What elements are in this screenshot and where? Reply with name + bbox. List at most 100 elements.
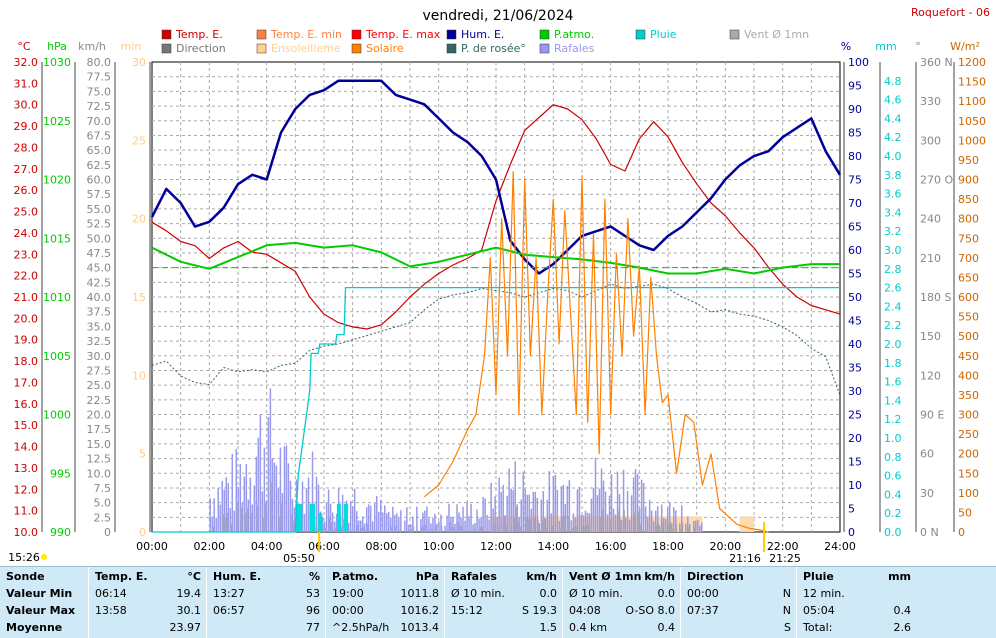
wind-tick-label: 45.0 bbox=[87, 262, 112, 275]
rain-tick-label: 1.8 bbox=[884, 357, 902, 370]
legend-label: Ensoleilleme bbox=[271, 42, 341, 55]
humidity-tick-label: 0 bbox=[848, 526, 855, 539]
solar-tick-label: 1150 bbox=[958, 76, 986, 89]
wind-tick-label: 20.0 bbox=[87, 409, 112, 422]
rain-bar bbox=[311, 503, 316, 532]
humidity-tick-label: 40 bbox=[848, 338, 862, 351]
x-tick-label: 16:00 bbox=[595, 540, 627, 553]
summary-header: P.atmo. bbox=[332, 570, 379, 583]
humidity-tick-label: 55 bbox=[848, 268, 862, 281]
summary-value: 2.6 bbox=[893, 621, 912, 634]
summary-time: 04:08 bbox=[569, 604, 601, 617]
solar-tick-label: 700 bbox=[958, 252, 979, 265]
minutes-tick-label: 10 bbox=[132, 369, 146, 382]
pressure-tick-label: 1010 bbox=[43, 291, 71, 304]
legend-swatch bbox=[351, 43, 362, 54]
summary-row: 15:12 S 19.3 bbox=[445, 603, 563, 620]
x-tick-label: 12:00 bbox=[480, 540, 512, 553]
legend-swatch bbox=[351, 29, 362, 40]
x-tick-label: 18:00 bbox=[652, 540, 684, 553]
rain-tick-label: 2.8 bbox=[884, 263, 902, 276]
legend-swatch bbox=[446, 43, 457, 54]
summary-time: Ø 10 min. bbox=[569, 587, 623, 600]
solar-tick-label: 1050 bbox=[958, 115, 986, 128]
summary-column: Hum. E.% 13:27 53 06:57 96 77 bbox=[206, 567, 326, 638]
wind-tick-label: 57.5 bbox=[87, 188, 112, 201]
minutes-tick-label: 20 bbox=[132, 213, 146, 226]
summary-value: 1011.8 bbox=[400, 587, 440, 600]
summary-time: 00:00 bbox=[332, 604, 364, 617]
temp-tick-label: 10.0 bbox=[14, 526, 39, 539]
summary-row: 13:27 53 bbox=[207, 586, 326, 603]
summary-time: 12 min. bbox=[803, 587, 845, 600]
legend-label: P. de rosée° bbox=[461, 42, 526, 55]
minutes-tick-label: 0 bbox=[139, 526, 146, 539]
temp-tick-label: 18.0 bbox=[14, 355, 39, 368]
legend-label: Solaire bbox=[366, 42, 404, 55]
summary-unit: hPa bbox=[415, 570, 439, 583]
summary-time: 15:12 bbox=[451, 604, 483, 617]
minutes-tick-label: 15 bbox=[132, 291, 146, 304]
humidity-tick-label: 20 bbox=[848, 432, 862, 445]
sun-extra-label: 21:16 bbox=[729, 552, 761, 565]
series-line-hum-e- bbox=[150, 79, 842, 275]
wind-tick-label: 50.0 bbox=[87, 232, 112, 245]
summary-row: 23.97 bbox=[89, 620, 207, 637]
solar-tick-label: 0 bbox=[958, 526, 965, 539]
summary-time: 13:58 bbox=[95, 604, 127, 617]
wind-tick-label: 42.5 bbox=[87, 276, 112, 289]
legend-swatch bbox=[256, 43, 267, 54]
x-tick-label: 02:00 bbox=[193, 540, 225, 553]
rain-tick-label: 4.4 bbox=[884, 112, 902, 125]
wind-tick-label: 15.0 bbox=[87, 438, 112, 451]
legend-swatch bbox=[635, 29, 646, 40]
summary-time: 19:00 bbox=[332, 587, 364, 600]
summary-header: Hum. E. bbox=[213, 570, 262, 583]
direction-tick-label: 270 O bbox=[920, 174, 953, 187]
temp-tick-label: 13.0 bbox=[14, 462, 39, 475]
humidity-tick-label: 15 bbox=[848, 456, 862, 469]
solar-tick-label: 400 bbox=[958, 369, 979, 382]
direction-tick-label: 210 bbox=[920, 252, 941, 265]
direction-tick-label: 300 bbox=[920, 134, 941, 147]
x-tick-label: 06:00 bbox=[308, 540, 340, 553]
rain-bar bbox=[318, 513, 323, 532]
direction-tick-label: 330 bbox=[920, 95, 941, 108]
rain-tick-label: 0.2 bbox=[884, 507, 902, 520]
summary-header-row: Sonde bbox=[0, 569, 88, 586]
rain-bar bbox=[295, 503, 300, 532]
temp-tick-label: 32.0 bbox=[14, 56, 39, 69]
summary-header: Rafales bbox=[451, 570, 497, 583]
humidity-tick-label: 35 bbox=[848, 362, 862, 375]
wind-tick-label: 47.5 bbox=[87, 247, 112, 260]
minutes-tick-label: 30 bbox=[132, 56, 146, 69]
summary-row: 05:04 0.4 bbox=[797, 603, 917, 620]
summary-row: 1.5 bbox=[445, 620, 563, 637]
summary-time: 05:04 bbox=[803, 604, 835, 617]
direction-tick-label: 360 N bbox=[920, 56, 953, 69]
solar-tick-label: 850 bbox=[958, 193, 979, 206]
wind-tick-label: 10.0 bbox=[87, 467, 112, 480]
chart-grid bbox=[151, 61, 841, 533]
legend-label: Vent Ø 1mn bbox=[744, 28, 809, 41]
legend-swatch bbox=[729, 29, 740, 40]
wind-tick-label: 75.0 bbox=[87, 85, 112, 98]
pressure-tick-label: 1005 bbox=[43, 350, 71, 363]
summary-time: 06:14 bbox=[95, 587, 127, 600]
weather-chart: 00:00 02:00 04:00 06:00 08:00 10:00 12:00 14:00… bbox=[8, 6, 990, 565]
summary-row: 07:37 N bbox=[681, 603, 797, 620]
temp-tick-label: 29.0 bbox=[14, 120, 39, 133]
summary-row: Valeur Max bbox=[0, 603, 88, 620]
solar-tick-label: 1000 bbox=[958, 134, 986, 147]
humidity-tick-label: 60 bbox=[848, 244, 862, 257]
summary-row: Moyenne bbox=[0, 620, 88, 637]
humidity-tick-label: 95 bbox=[848, 80, 862, 93]
rain-tick-label: 2.0 bbox=[884, 338, 902, 351]
temp-tick-label: 15.0 bbox=[14, 419, 39, 432]
wind-tick-label: 35.0 bbox=[87, 320, 112, 333]
temp-tick-label: 11.0 bbox=[14, 505, 39, 518]
start-time-label: 15:26 bbox=[8, 551, 40, 564]
humidity-tick-label: 75 bbox=[848, 174, 862, 187]
wind-tick-label: 0 bbox=[104, 526, 111, 539]
rain-tick-label: 4.0 bbox=[884, 150, 902, 163]
